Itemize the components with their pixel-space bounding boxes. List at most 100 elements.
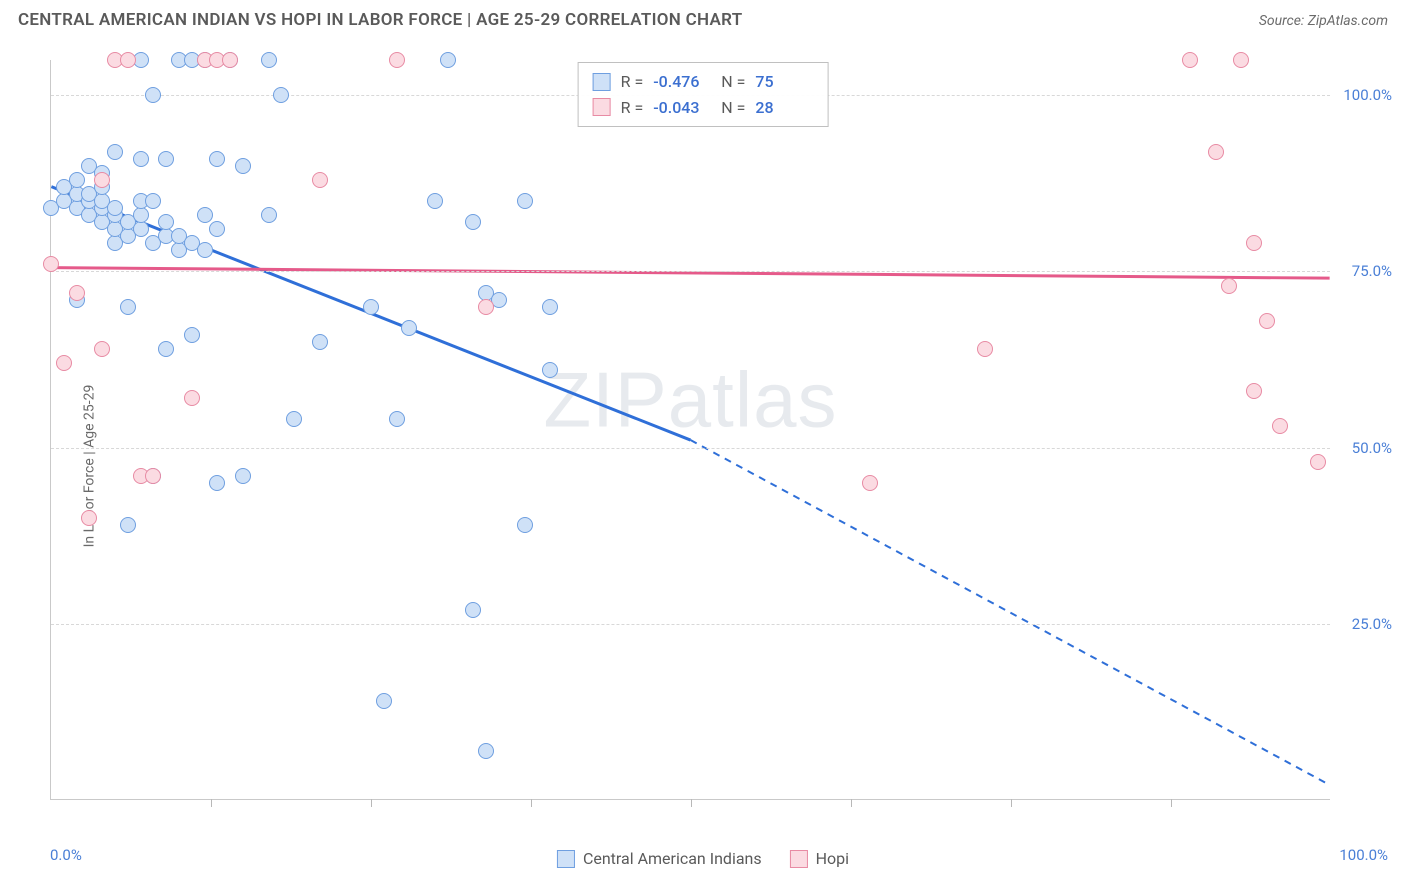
data-point — [94, 341, 110, 357]
legend: Central American Indians Hopi — [557, 849, 849, 868]
legend-item: Hopi — [790, 849, 849, 868]
data-point — [286, 411, 302, 427]
data-point — [209, 221, 225, 237]
data-point — [542, 362, 558, 378]
data-point — [312, 334, 328, 350]
x-tick — [851, 799, 852, 807]
data-point — [133, 207, 149, 223]
data-point — [862, 475, 878, 491]
data-point — [56, 355, 72, 371]
series-swatch — [593, 73, 611, 91]
data-point — [197, 207, 213, 223]
data-point — [363, 299, 379, 315]
gridline — [51, 448, 1330, 449]
data-point — [440, 52, 456, 68]
data-point — [133, 151, 149, 167]
data-point — [542, 299, 558, 315]
data-point — [81, 510, 97, 526]
y-tick-label: 25.0% — [1352, 615, 1392, 633]
data-point — [517, 193, 533, 209]
data-point — [209, 475, 225, 491]
stat-r-value: -0.043 — [653, 95, 711, 121]
stat-r-value: -0.476 — [653, 69, 711, 95]
correlation-stats-box: R = -0.476 N = 75 R = -0.043 N = 28 — [578, 62, 829, 127]
data-point — [158, 214, 174, 230]
data-point — [465, 602, 481, 618]
data-point — [158, 341, 174, 357]
stat-n-value: 28 — [755, 95, 813, 121]
legend-swatch — [790, 850, 808, 868]
series-swatch — [593, 98, 611, 116]
stat-n-label: N = — [721, 95, 745, 121]
data-point — [1272, 418, 1288, 434]
data-point — [1246, 235, 1262, 251]
stat-row: R = -0.043 N = 28 — [593, 95, 814, 121]
data-point — [120, 299, 136, 315]
data-point — [261, 52, 277, 68]
data-point — [235, 468, 251, 484]
data-point — [389, 52, 405, 68]
data-point — [69, 285, 85, 301]
data-point — [133, 221, 149, 237]
x-tick — [1011, 799, 1012, 807]
chart-container: In Labor Force | Age 25-29 ZIPatlas 25.0… — [0, 40, 1406, 892]
data-point — [235, 158, 251, 174]
stat-n-label: N = — [721, 69, 745, 95]
data-point — [1221, 278, 1237, 294]
x-axis-min-label: 0.0% — [50, 846, 82, 864]
legend-label: Hopi — [816, 849, 849, 868]
data-point — [478, 299, 494, 315]
source-attribution: Source: ZipAtlas.com — [1259, 13, 1388, 29]
data-point — [1233, 52, 1249, 68]
legend-label: Central American Indians — [583, 849, 762, 868]
data-point — [107, 200, 123, 216]
data-point — [145, 193, 161, 209]
data-point — [1259, 313, 1275, 329]
watermark: ZIPatlas — [543, 354, 837, 445]
legend-swatch — [557, 850, 575, 868]
data-point — [145, 468, 161, 484]
data-point — [312, 172, 328, 188]
data-point — [1182, 52, 1198, 68]
x-tick — [371, 799, 372, 807]
data-point — [209, 151, 225, 167]
data-point — [273, 87, 289, 103]
data-point — [517, 517, 533, 533]
data-point — [107, 144, 123, 160]
y-tick-label: 100.0% — [1343, 86, 1392, 104]
data-point — [158, 151, 174, 167]
data-point — [197, 242, 213, 258]
data-point — [478, 743, 494, 759]
data-point — [94, 172, 110, 188]
gridline — [51, 624, 1330, 625]
data-point — [376, 693, 392, 709]
y-tick-label: 50.0% — [1352, 439, 1392, 457]
stat-r-label: R = — [621, 95, 644, 121]
data-point — [145, 87, 161, 103]
x-tick — [211, 799, 212, 807]
data-point — [261, 207, 277, 223]
stat-row: R = -0.476 N = 75 — [593, 69, 814, 95]
stat-r-label: R = — [621, 69, 644, 95]
stat-n-value: 75 — [755, 69, 813, 95]
data-point — [1208, 144, 1224, 160]
x-tick — [691, 799, 692, 807]
data-point — [427, 193, 443, 209]
x-axis-max-label: 100.0% — [1339, 846, 1388, 864]
data-point — [120, 52, 136, 68]
y-tick-label: 75.0% — [1352, 262, 1392, 280]
legend-item: Central American Indians — [557, 849, 762, 868]
x-tick — [1171, 799, 1172, 807]
data-point — [43, 256, 59, 272]
data-point — [389, 411, 405, 427]
data-point — [120, 517, 136, 533]
x-tick — [531, 799, 532, 807]
data-point — [184, 390, 200, 406]
data-point — [184, 327, 200, 343]
data-point — [401, 320, 417, 336]
scatter-plot: ZIPatlas 25.0%50.0%75.0%100.0% — [50, 60, 1330, 800]
data-point — [977, 341, 993, 357]
data-point — [69, 172, 85, 188]
chart-title: CENTRAL AMERICAN INDIAN VS HOPI IN LABOR… — [18, 10, 743, 30]
data-point — [465, 214, 481, 230]
